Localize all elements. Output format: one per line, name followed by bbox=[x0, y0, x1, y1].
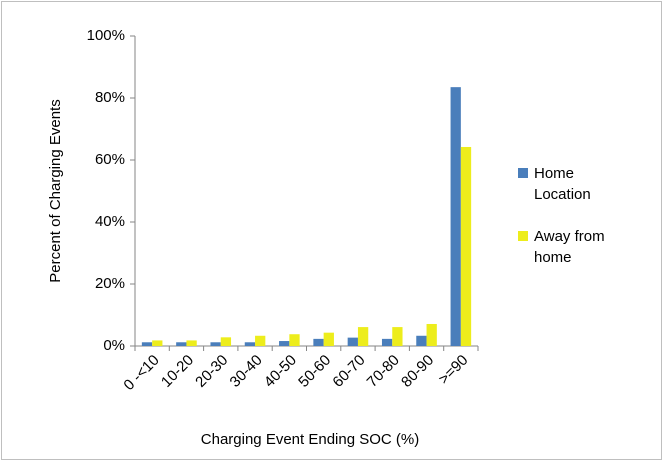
legend-item: Home Location bbox=[518, 163, 628, 205]
bar bbox=[255, 335, 266, 346]
bar bbox=[186, 340, 197, 346]
bar bbox=[357, 327, 369, 346]
bar bbox=[210, 342, 221, 346]
bar bbox=[313, 338, 324, 346]
legend-item: Away from home bbox=[518, 226, 628, 268]
x-axis-title: Charging Event Ending SOC (%) bbox=[201, 431, 419, 448]
bar bbox=[176, 342, 187, 346]
y-axis-title: Percent of Charging Events bbox=[47, 99, 64, 282]
bar bbox=[220, 337, 232, 346]
bar bbox=[141, 342, 153, 346]
bar bbox=[381, 338, 393, 346]
bar bbox=[392, 327, 403, 346]
bar bbox=[289, 334, 300, 346]
bar bbox=[244, 342, 256, 346]
y-tick-label: 20% bbox=[95, 275, 125, 292]
legend-swatch bbox=[518, 168, 528, 178]
legend-label: Away from home bbox=[534, 228, 605, 266]
y-tick-label: 40% bbox=[95, 213, 125, 230]
legend-label: Home Location bbox=[534, 165, 591, 203]
y-tick-label: 0% bbox=[103, 337, 125, 354]
bar bbox=[152, 340, 163, 346]
bar bbox=[416, 335, 427, 346]
bar bbox=[450, 87, 461, 347]
bar bbox=[460, 146, 472, 346]
bar bbox=[323, 332, 334, 346]
bar bbox=[426, 323, 437, 346]
y-tick-label: 80% bbox=[95, 89, 125, 106]
bar bbox=[279, 341, 290, 346]
y-tick-label: 100% bbox=[87, 27, 125, 44]
legend-swatch bbox=[518, 231, 528, 241]
bar bbox=[347, 337, 358, 346]
y-tick-label: 60% bbox=[95, 151, 125, 168]
